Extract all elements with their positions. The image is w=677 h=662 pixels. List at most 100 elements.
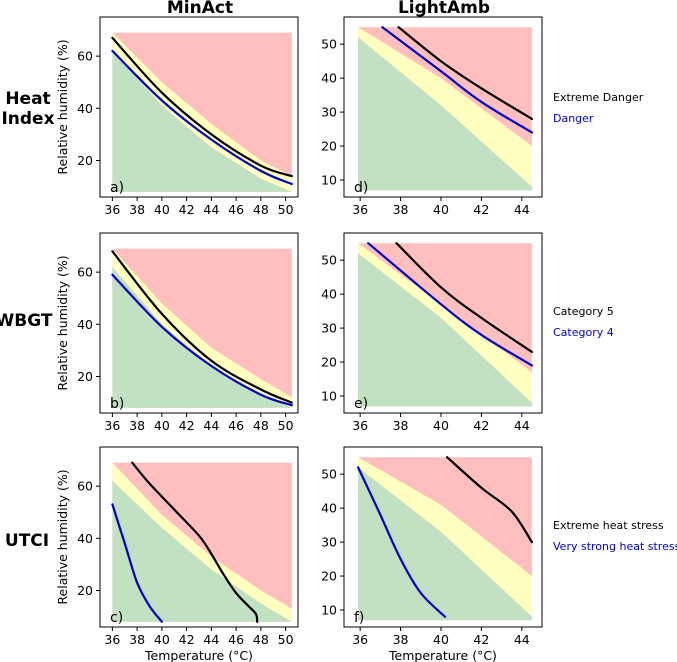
legend-label-danger: Danger [553, 112, 594, 125]
x-tick-label: 42 [473, 632, 489, 647]
x-tick-label: 40 [154, 202, 170, 217]
x-tick-label: 48 [253, 632, 269, 647]
x-tick-label: 48 [253, 418, 269, 433]
x-tick-label: 40 [433, 202, 449, 217]
panel-f: 36 38 40 42 44 10 20 30 40 50 f) Temperature (°C) [321, 446, 543, 662]
plot-frame [343, 16, 543, 198]
y-axis-label: Relative humidity (%) [55, 39, 70, 174]
x-tick-label: 44 [203, 632, 219, 647]
x-tick-label: 44 [203, 418, 219, 433]
upper-threshold-line [111, 250, 293, 404]
y-tick-label: 50 [321, 253, 337, 268]
x-tick-label: 36 [352, 632, 368, 647]
y-tick-label: 30 [321, 535, 337, 550]
y-tick-label: 20 [321, 569, 337, 584]
chart-panels: 36 38 40 42 44 46 48 50 20 40 60 a) Relative humidit… [55, 16, 543, 662]
x-tick-label: 42 [473, 418, 489, 433]
upper-threshold-line [111, 36, 293, 178]
safe-region [112, 50, 292, 192]
panel-label: a) [110, 180, 124, 196]
x-tick-label: 48 [253, 202, 269, 217]
x-axis-label: Temperature (°C) [144, 648, 253, 662]
lower-threshold-line [357, 466, 447, 618]
panel-a: 36 38 40 42 44 46 48 50 20 40 60 a) Relative humidit… [55, 16, 299, 217]
y-tick-label: 40 [77, 531, 93, 546]
x-tick-label: 42 [473, 202, 489, 217]
x-tick-label: 36 [104, 418, 120, 433]
row-title-utci: UTCI [5, 531, 49, 551]
x-tick-label: 50 [278, 418, 294, 433]
x-tick-label: 46 [228, 632, 244, 647]
row-title-wbgt: WBGT [0, 311, 53, 331]
x-tick-label: 36 [352, 418, 368, 433]
x-tick-label: 38 [129, 202, 145, 217]
upper-threshold-line [445, 456, 533, 544]
x-tick-label: 40 [433, 632, 449, 647]
y-tick-label: 10 [321, 389, 337, 404]
panel-label: f) [354, 610, 364, 626]
legend-label-category-4: Category 4 [553, 326, 614, 339]
lower-threshold-line [111, 503, 163, 623]
y-axis-label: Relative humidity (%) [55, 255, 70, 390]
x-tick-label: 38 [393, 418, 409, 433]
upper-threshold-line [131, 461, 259, 623]
column-title-lightamb: LightAmb [398, 0, 490, 18]
panel-label: d) [354, 180, 368, 196]
upper-threshold-line [395, 242, 533, 353]
x-tick-label: 40 [154, 632, 170, 647]
x-tick-label: 42 [179, 632, 195, 647]
y-tick-label: 20 [321, 355, 337, 370]
panel-e: 36 38 40 42 44 10 20 30 40 50 e) [321, 232, 543, 433]
transition-region [358, 243, 532, 403]
y-tick-label: 20 [77, 583, 93, 598]
y-tick-label: 40 [77, 317, 93, 332]
x-axis-label: Temperature (°C) [388, 648, 497, 662]
legend-label-extreme-heat-stress: Extreme heat stress [553, 519, 664, 532]
panel-d: 36 38 40 42 44 10 20 30 40 50 d) [321, 16, 543, 217]
x-tick-label: 46 [228, 202, 244, 217]
safe-region [112, 480, 292, 622]
transition-region [112, 32, 292, 192]
transition-region [112, 248, 292, 408]
upper-threshold-line [397, 26, 533, 120]
y-tick-label: 20 [321, 139, 337, 154]
x-tick-label: 40 [433, 418, 449, 433]
y-tick-label: 10 [321, 603, 337, 618]
x-tick-label: 44 [514, 418, 530, 433]
row-title-heat-index-line1: Heat [5, 89, 50, 109]
plot-frame [343, 232, 543, 414]
x-tick-label: 36 [104, 202, 120, 217]
panel-label: b) [110, 396, 124, 412]
y-tick-label: 40 [321, 501, 337, 516]
legend-label-very-strong-heat-stress: Very strong heat stress [553, 540, 677, 553]
panel-label: c) [110, 610, 123, 626]
x-tick-label: 50 [278, 202, 294, 217]
legend-label-category-5: Category 5 [553, 305, 614, 318]
y-tick-label: 50 [321, 37, 337, 52]
y-axis-label: Relative humidity (%) [55, 469, 70, 604]
legend-wbgt: Category 5 Category 4 [553, 305, 614, 339]
y-tick-label: 60 [77, 49, 93, 64]
transition-region [358, 27, 532, 187]
y-tick-label: 30 [321, 105, 337, 120]
legend-heat-index: Extreme Danger Danger [553, 91, 644, 125]
transition-region [112, 462, 292, 622]
x-tick-label: 36 [352, 202, 368, 217]
x-tick-label: 44 [514, 202, 530, 217]
row-title-heat-index-line2: Index [1, 109, 54, 129]
lower-threshold-line [111, 273, 293, 407]
plot-frame [99, 232, 299, 414]
plot-frame [99, 16, 299, 198]
x-tick-label: 46 [228, 418, 244, 433]
safe-region [358, 253, 532, 407]
x-tick-label: 36 [104, 632, 120, 647]
y-tick-label: 60 [77, 479, 93, 494]
y-tick-label: 60 [77, 265, 93, 280]
x-tick-label: 44 [203, 202, 219, 217]
x-tick-label: 44 [514, 632, 530, 647]
x-tick-label: 38 [129, 632, 145, 647]
plot-frame [343, 446, 543, 628]
y-tick-label: 40 [321, 287, 337, 302]
y-tick-label: 40 [321, 71, 337, 86]
